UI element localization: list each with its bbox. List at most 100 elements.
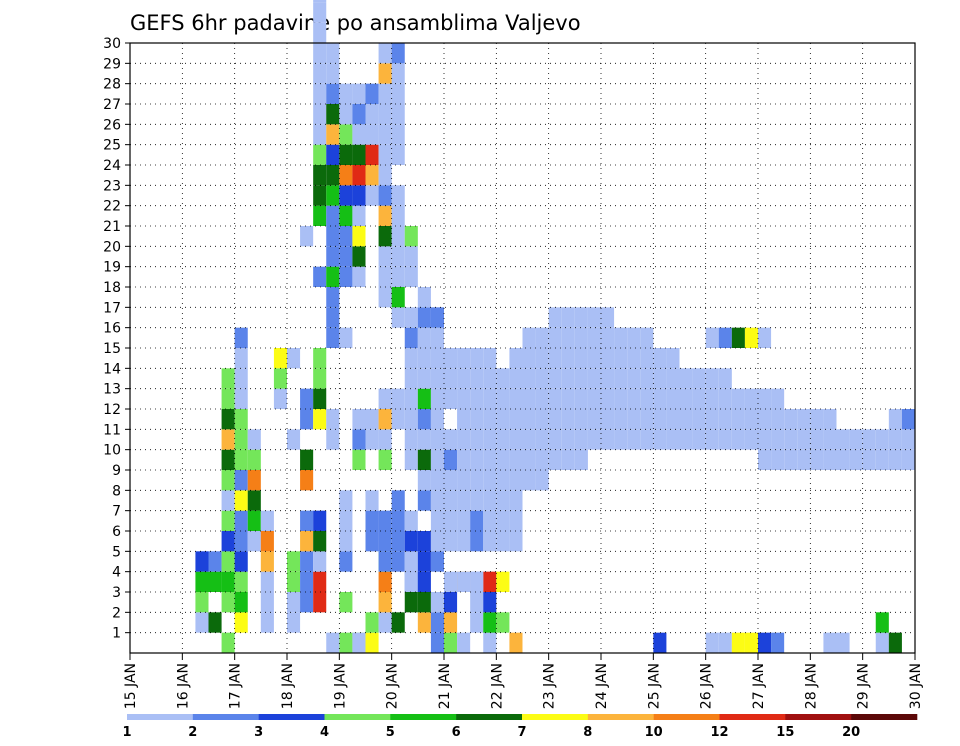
heatmap-cell: [771, 388, 785, 409]
heatmap-cell: [365, 165, 379, 186]
heatmap-cell: [483, 368, 497, 389]
y-tick-label: 19: [103, 260, 121, 276]
heatmap-cell: [208, 612, 222, 633]
heatmap-cell: [378, 266, 392, 287]
heatmap-cell: [587, 327, 601, 348]
heatmap-cell: [378, 165, 392, 186]
heatmap-cell: [470, 531, 484, 552]
heatmap-cell: [234, 531, 248, 552]
heatmap-cell: [483, 388, 497, 409]
heatmap-cell: [522, 348, 536, 369]
heatmap-cell: [483, 612, 497, 633]
heatmap-cell: [404, 246, 418, 267]
heatmap-cell: [313, 592, 327, 613]
heatmap-cell: [888, 409, 902, 430]
heatmap-cell: [653, 409, 667, 430]
y-tick-label: 26: [103, 117, 121, 133]
heatmap-cell: [430, 409, 444, 430]
heatmap-cell: [522, 449, 536, 470]
heatmap-cell: [221, 510, 235, 531]
x-tick-label: 24 JAN: [594, 663, 610, 709]
heatmap-cell: [509, 388, 523, 409]
heatmap-cell: [561, 368, 575, 389]
heatmap-cell: [391, 246, 405, 267]
heatmap-cell: [496, 409, 510, 430]
heatmap-cell: [391, 226, 405, 247]
heatmap-cell: [391, 490, 405, 511]
heatmap-cell: [535, 348, 549, 369]
heatmap-cell: [313, 165, 327, 186]
y-tick-label: 3: [112, 585, 121, 601]
heatmap-cell: [718, 388, 732, 409]
heatmap-cell: [195, 551, 209, 572]
heatmap-cell: [404, 388, 418, 409]
heatmap-cell: [391, 551, 405, 572]
heatmap-cell: [378, 531, 392, 552]
heatmap-cell: [457, 449, 471, 470]
heatmap-cell: [587, 409, 601, 430]
heatmap-cell: [430, 307, 444, 328]
heatmap-cell: [509, 531, 523, 552]
heatmap-cell: [300, 510, 314, 531]
heatmap-cell: [339, 144, 353, 165]
heatmap-cell: [313, 409, 327, 430]
y-tick-label: 16: [103, 321, 121, 337]
heatmap-cell: [287, 429, 301, 450]
heatmap-cell: [365, 144, 379, 165]
heatmap-cell: [391, 307, 405, 328]
heatmap-cell: [666, 429, 680, 450]
heatmap-cell: [234, 510, 248, 531]
heatmap-cell: [522, 470, 536, 491]
heatmap-cell: [234, 612, 248, 633]
heatmap-cell: [339, 165, 353, 186]
heatmap-cell: [509, 449, 523, 470]
heatmap-cell: [352, 409, 366, 430]
heatmap-cell: [653, 368, 667, 389]
y-tick-label: 28: [103, 77, 121, 93]
heatmap-cell: [378, 104, 392, 125]
heatmap-cell: [326, 409, 340, 430]
legend-swatch: [127, 714, 194, 720]
heatmap-cell: [888, 429, 902, 450]
heatmap-cell: [614, 409, 628, 430]
heatmap-cell: [587, 429, 601, 450]
heatmap-cell: [352, 632, 366, 653]
heatmap-cell: [221, 551, 235, 572]
heatmap-cell: [247, 490, 261, 511]
heatmap-cell: [731, 409, 745, 430]
heatmap-cell: [614, 368, 628, 389]
cells-layer: [195, 0, 915, 653]
heatmap-cell: [784, 409, 798, 430]
heatmap-cell: [287, 592, 301, 613]
heatmap-cell: [470, 368, 484, 389]
heatmap-cell: [457, 368, 471, 389]
heatmap-cell: [273, 368, 287, 389]
heatmap-cell: [221, 632, 235, 653]
y-tick-label: 24: [103, 158, 121, 174]
heatmap-cell: [391, 83, 405, 104]
heatmap-cell: [404, 510, 418, 531]
heatmap-cell: [574, 449, 588, 470]
heatmap-cell: [718, 368, 732, 389]
y-tick-label: 18: [103, 280, 121, 296]
heatmap-cell: [195, 592, 209, 613]
heatmap-cell: [417, 327, 431, 348]
heatmap-cell: [221, 470, 235, 491]
heatmap-cell: [195, 571, 209, 592]
heatmap-cell: [875, 449, 889, 470]
x-axis: 15 JAN 16 JAN 17 JAN 18 JAN 19 JAN 20 JAN 21 J…: [123, 653, 924, 709]
heatmap-cell: [378, 449, 392, 470]
heatmap-cell: [391, 409, 405, 430]
heatmap-cell: [705, 327, 719, 348]
heatmap-cell: [378, 571, 392, 592]
heatmap-cell: [417, 490, 431, 511]
heatmap-cell: [378, 612, 392, 633]
heatmap-cell: [430, 368, 444, 389]
heatmap-cell: [339, 246, 353, 267]
heatmap-cell: [247, 510, 261, 531]
x-tick-label: 28 JAN: [803, 663, 819, 709]
heatmap-cell: [574, 327, 588, 348]
heatmap-cell: [444, 531, 458, 552]
heatmap-cell: [627, 409, 641, 430]
heatmap-cell: [483, 531, 497, 552]
